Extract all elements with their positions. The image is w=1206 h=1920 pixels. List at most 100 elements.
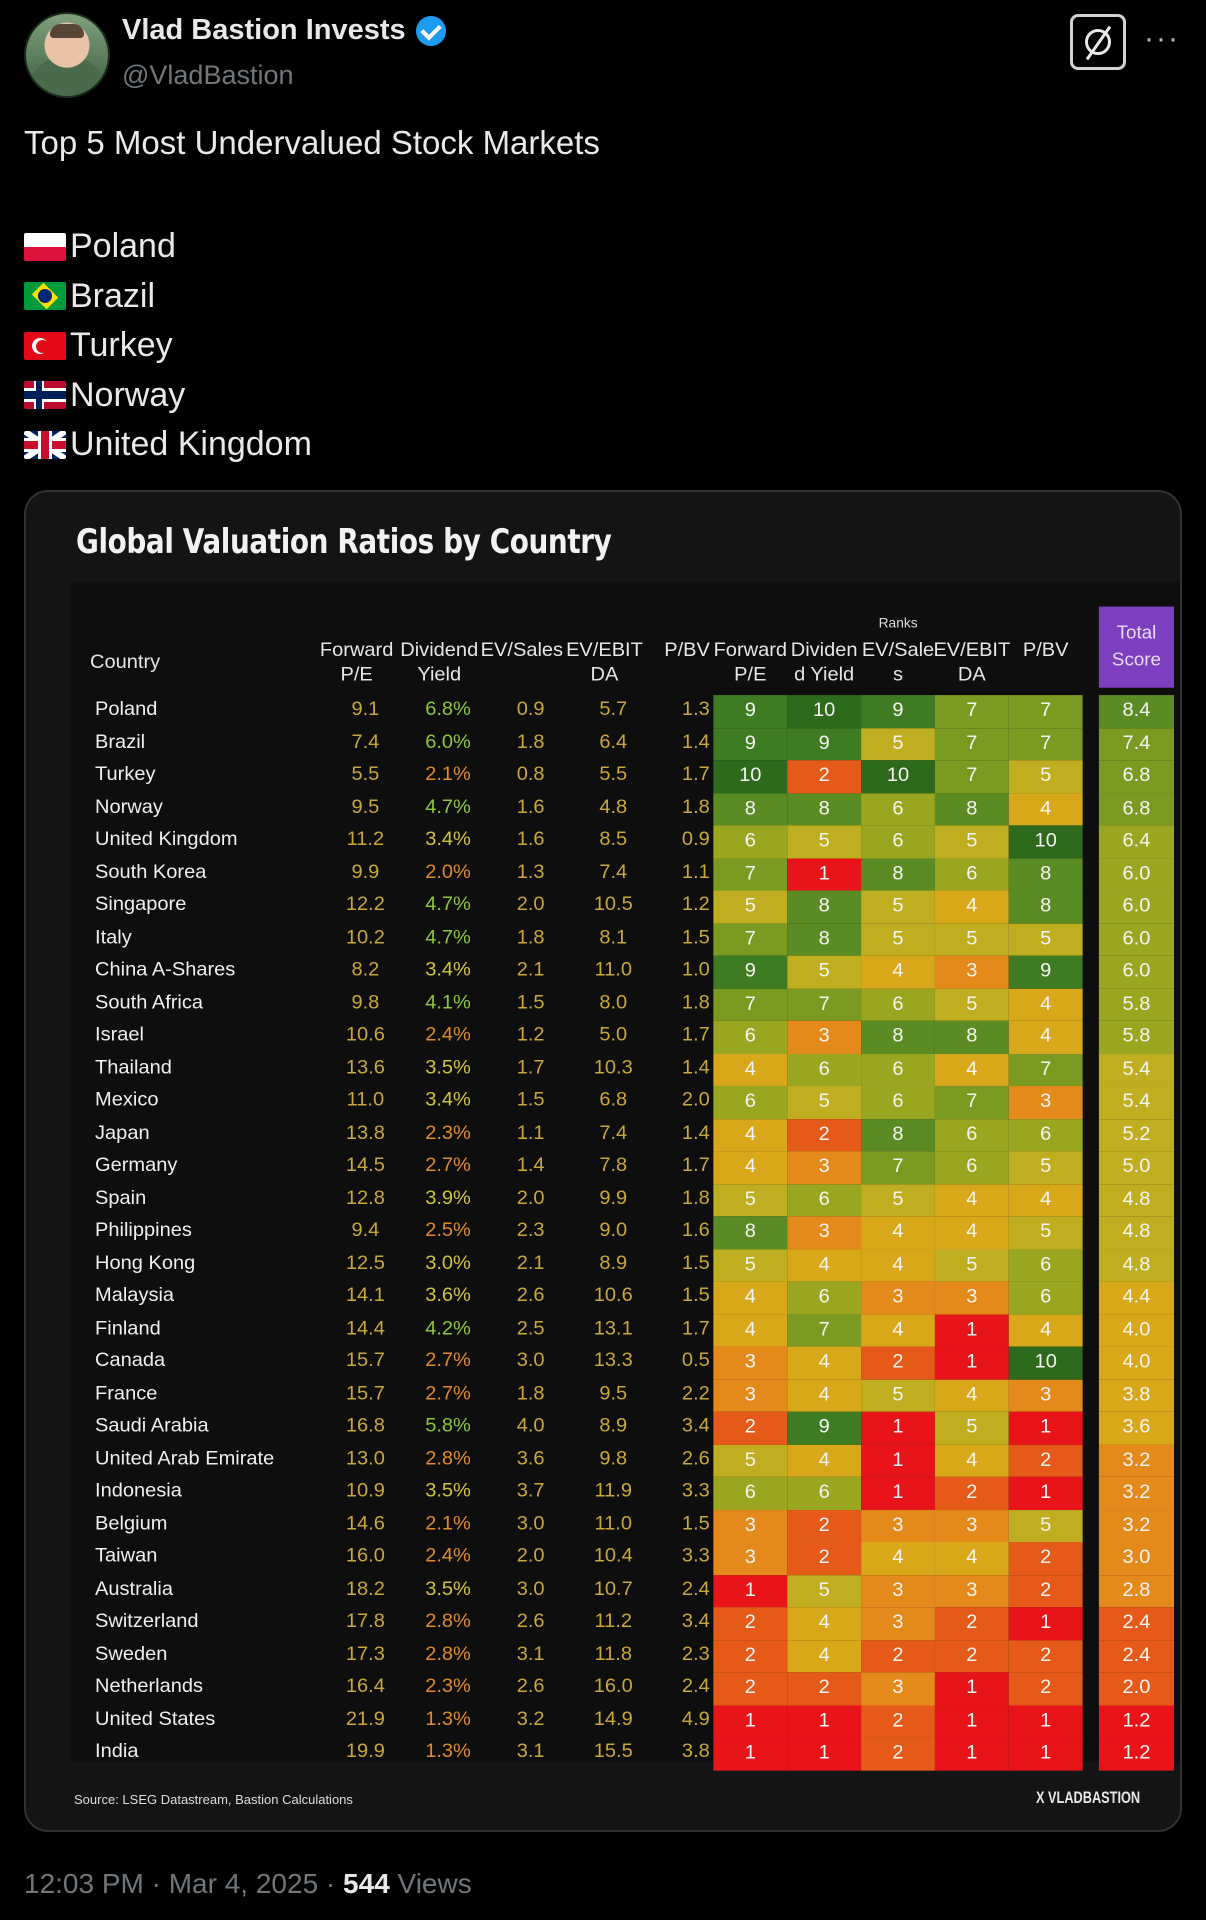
table-cell-rank: 5 (861, 923, 935, 956)
table-cell-metric: 1.8 (516, 1382, 545, 1404)
table-cell-metric: 1.8 (681, 991, 710, 1013)
table-cell-metric: 15.7 (345, 1350, 385, 1372)
table-cell-total: 2.8 (1098, 1574, 1174, 1608)
table-cell-metric: 11.2 (594, 1610, 632, 1632)
table-cell-metric: 9.5 (351, 796, 380, 818)
table-cell-metric: 1.6 (516, 796, 545, 818)
table-cell-metric: 16.0 (345, 1545, 385, 1567)
table-cell-rank: 6 (787, 1053, 862, 1086)
table-cell-rank: 5 (787, 955, 862, 989)
table-cell-metric: 2.8% (425, 1610, 471, 1632)
table-cell-rank: 8 (934, 792, 1009, 826)
table-row-country: Japan (95, 1122, 150, 1144)
table-row-country: United States (95, 1708, 216, 1730)
top5-item: Brazil (24, 272, 312, 322)
table-cell-rank: 10 (787, 695, 862, 728)
chart-image[interactable]: Global Valuation Ratios by Country Count… (24, 490, 1182, 1832)
top5-item: Turkey (24, 321, 312, 371)
table-cell-rank: 9 (787, 727, 862, 761)
table-cell-metric: 2.5% (425, 1219, 471, 1241)
table-cell-metric: 1.8 (681, 796, 710, 818)
avatar[interactable] (24, 12, 110, 98)
table-row-country: Saudi Arabia (95, 1415, 209, 1437)
table-cell-metric: 6.4 (599, 731, 628, 753)
table-cell-rank: 7 (934, 1085, 1009, 1119)
table-cell-metric: 1.3% (425, 1741, 471, 1763)
table-cell-metric: 14.1 (345, 1285, 385, 1306)
table-cell-rank: 3 (934, 1574, 1009, 1608)
table-row-country: Germany (95, 1154, 178, 1176)
table-cell-rank: 1 (934, 1313, 1009, 1347)
table-cell-rank: 8 (787, 792, 862, 826)
verified-badge-icon[interactable] (415, 15, 446, 46)
table-cell-total: 6.4 (1098, 825, 1174, 858)
table-cell-metric: 1.5 (516, 991, 545, 1013)
table-row-country: Thailand (95, 1057, 172, 1078)
table-cell-metric: 13.6 (345, 1057, 385, 1078)
table-cell-rank: 8 (1008, 890, 1083, 924)
table-row-country: Taiwan (95, 1545, 158, 1567)
table-cell-rank: 2 (1008, 1542, 1083, 1575)
table-row-country: Spain (95, 1187, 147, 1209)
table-cell-total: 3.2 (1098, 1509, 1174, 1543)
table-cell-metric: 2.1% (425, 1513, 471, 1535)
table-cell-rank: 6 (934, 1151, 1009, 1184)
table-cell-rank: 5 (1008, 923, 1083, 956)
table-row-country: Switzerland (95, 1610, 199, 1632)
table-cell-rank: 7 (934, 727, 1009, 761)
table-cell-rank: 7 (861, 1151, 935, 1184)
table-cell-rank: 4 (934, 890, 1009, 924)
table-cell-metric: 3.4% (425, 1089, 471, 1111)
table-cell-rank: 1 (1008, 1411, 1083, 1445)
table-cell-rank: 1 (934, 1672, 1009, 1705)
table-cell-total: 6.0 (1098, 890, 1174, 924)
handle[interactable]: @VladBastion (122, 60, 294, 90)
table-cell-rank: 5 (787, 1574, 862, 1608)
table-row-country: Finland (95, 1317, 161, 1339)
table-cell-rank: 2 (1008, 1444, 1083, 1477)
table-cell-metric: 8.0 (599, 991, 628, 1013)
timestamp[interactable]: 12:03 PM · Mar 4, 2025 (24, 1868, 319, 1899)
table-cell-metric: 3.6% (425, 1285, 471, 1306)
table-cell-rank: 5 (1008, 1216, 1083, 1249)
table-cell-rank: 2 (713, 1411, 788, 1445)
table-cell-rank: 4 (1008, 1183, 1083, 1217)
table-cell-metric: 4.7% (425, 894, 471, 916)
table-cell-rank: 5 (934, 988, 1009, 1021)
table-cell-rank: 1 (1008, 1476, 1083, 1510)
table-cell-rank: 6 (713, 825, 788, 858)
display-name[interactable]: Vlad Bastion Invests (122, 14, 406, 46)
table-cell-rank: 7 (787, 988, 862, 1021)
table-cell-rank: 8 (713, 792, 788, 826)
table-cell-rank: 2 (787, 1672, 862, 1705)
table-cell-metric: 6.0% (425, 731, 471, 753)
table-cell-rank: 4 (713, 1281, 788, 1314)
table-cell-metric: 3.0 (516, 1513, 545, 1535)
table-cell-metric: 4.9 (681, 1708, 710, 1730)
table-cell-metric: 0.9 (681, 829, 710, 850)
table-cell-metric: 3.5% (425, 1057, 471, 1078)
table-cell-metric: 2.7% (425, 1154, 471, 1176)
table-cell-metric: 1.4 (681, 731, 710, 753)
table-cell-total: 5.4 (1098, 1085, 1174, 1119)
table-cell-metric: 13.8 (345, 1122, 385, 1144)
table-cell-metric: 2.0 (516, 894, 545, 916)
table-cell-metric: 1.6 (516, 829, 545, 850)
table-row-country: Brazil (95, 731, 146, 753)
table-cell-rank: 1 (934, 1704, 1009, 1738)
table-cell-rank: 4 (934, 1379, 1009, 1412)
table-cell-metric: 1.3 (681, 698, 710, 720)
top5-country-name: Norway (70, 375, 186, 414)
table-cell-metric: 10.5 (593, 894, 633, 916)
table-cell-rank: 4 (1008, 1313, 1083, 1347)
more-options-icon[interactable]: ··· (1144, 22, 1180, 55)
table-cell-rank: 9 (861, 695, 935, 728)
table-cell-metric: 5.5 (599, 763, 628, 785)
table-cell-rank: 5 (861, 1379, 935, 1412)
table-cell-rank: 4 (787, 1639, 862, 1673)
tweet-meta: 12:03 PM · Mar 4, 2025 · 544 Views (24, 1868, 472, 1900)
table-row-country: Hong Kong (95, 1252, 196, 1274)
grok-icon[interactable] (1070, 14, 1126, 70)
table-cell-rank: 5 (861, 727, 935, 761)
table-cell-metric: 1.7 (681, 1317, 710, 1339)
